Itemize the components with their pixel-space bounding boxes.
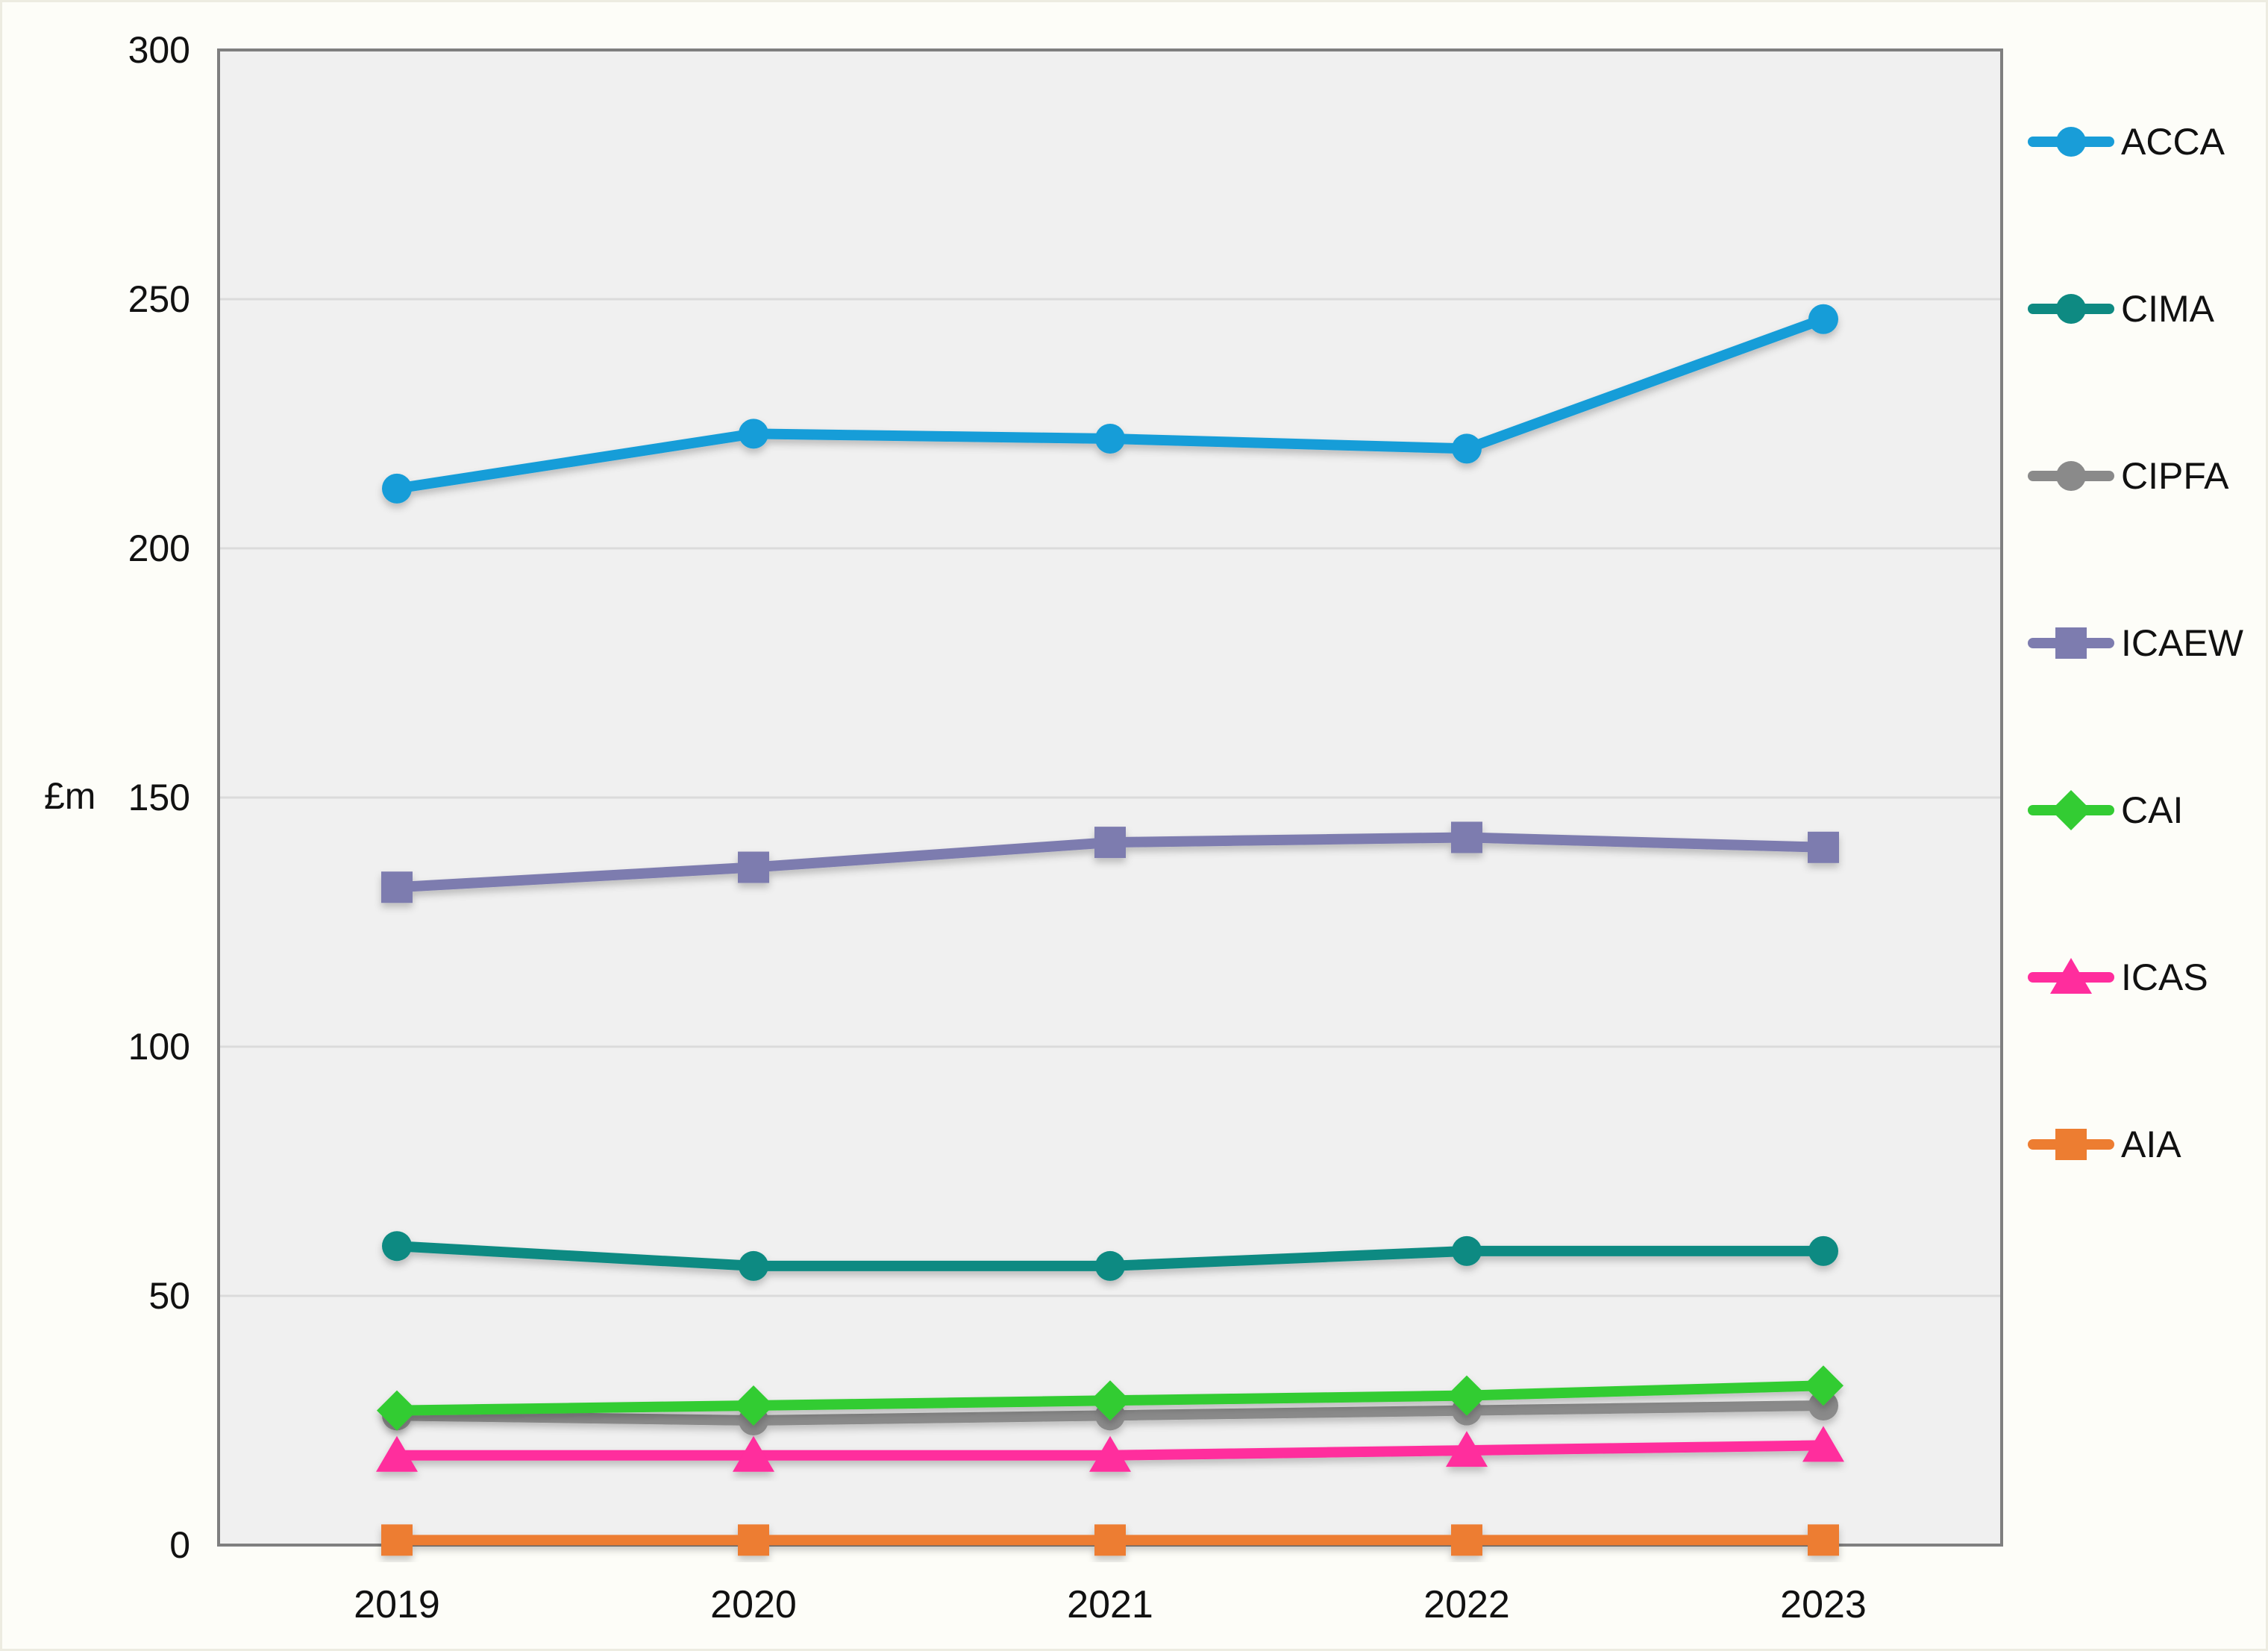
legend-marker-acca (2056, 127, 2086, 157)
series-acca (382, 304, 1838, 504)
marker-aia-2021 (1094, 1524, 1126, 1556)
marker-cima-2023 (1808, 1235, 1838, 1266)
marker-icaew-2021 (1094, 827, 1126, 859)
marker-icas-2020 (733, 1435, 774, 1472)
series-icas (376, 1426, 1844, 1472)
marker-acca-2023 (1808, 304, 1838, 334)
x-tick-label-2021: 2021 (1067, 1583, 1153, 1626)
series-aia (381, 1524, 1839, 1556)
legend-marker-cima (2056, 294, 2086, 324)
marker-aia-2019 (381, 1524, 413, 1556)
marker-cai-2019 (377, 1390, 417, 1431)
legend-label-cipfa: CIPFA (2121, 455, 2229, 497)
marker-acca-2022 (1452, 433, 1482, 464)
legend-label-cima: CIMA (2121, 288, 2215, 330)
marker-icas-2022 (1446, 1431, 1488, 1467)
legend-marker-icaew (2055, 627, 2087, 659)
y-tick-label-100: 100 (128, 1026, 190, 1068)
legend-item-icas: ICAS (2028, 956, 2208, 998)
marker-icas-2019 (376, 1435, 418, 1472)
marker-acca-2019 (382, 473, 412, 504)
legend-item-cipfa: CIPFA (2028, 455, 2229, 497)
y-tick-label-150: 150 (128, 777, 190, 818)
x-tick-label-2019: 2019 (354, 1583, 440, 1626)
legend-marker-cipfa (2056, 461, 2086, 491)
marker-aia-2023 (1808, 1524, 1839, 1556)
legend-item-cai: CAI (2028, 789, 2183, 831)
legend-label-cai: CAI (2121, 789, 2183, 831)
marker-icas-2023 (1802, 1426, 1844, 1462)
marker-cima-2020 (739, 1250, 768, 1281)
marker-acca-2020 (739, 419, 768, 449)
marker-icaew-2019 (381, 871, 413, 903)
legend-label-icas: ICAS (2121, 956, 2208, 998)
marker-cima-2022 (1452, 1235, 1482, 1266)
legend-item-cima: CIMA (2028, 288, 2215, 330)
legend-marker-cai (2051, 790, 2091, 830)
marker-cai-2020 (733, 1385, 774, 1426)
x-tick-label-2023: 2023 (1780, 1583, 1867, 1626)
y-tick-label-0: 0 (169, 1524, 190, 1566)
series-cima (382, 1231, 1838, 1281)
legend-marker-icas (2050, 958, 2092, 994)
legend: ACCA CIMA CIPFA ICAEW CAI ICAS AIA (2028, 121, 2244, 1165)
y-axis-title: £m (44, 775, 96, 817)
legend-label-acca: ACCA (2121, 121, 2225, 163)
y-tick-label-50: 50 (148, 1275, 190, 1317)
legend-item-aia: AIA (2028, 1124, 2181, 1165)
legend-marker-aia (2055, 1129, 2087, 1160)
legend-label-aia: AIA (2121, 1124, 2181, 1165)
series-icaew (381, 821, 1839, 903)
marker-aia-2020 (738, 1524, 769, 1556)
marker-icaew-2022 (1451, 821, 1482, 853)
marker-cima-2021 (1095, 1250, 1125, 1281)
marker-cai-2023 (1803, 1365, 1843, 1406)
series-cai (377, 1365, 1843, 1431)
legend-item-acca: ACCA (2028, 121, 2225, 163)
marker-icaew-2023 (1808, 831, 1839, 863)
marker-icaew-2020 (738, 851, 769, 883)
legend-item-icaew: ICAEW (2028, 622, 2244, 664)
y-tick-label-200: 200 (128, 527, 190, 569)
y-tick-label-250: 250 (128, 278, 190, 320)
legend-label-icaew: ICAEW (2121, 622, 2244, 664)
x-tick-label-2022: 2022 (1423, 1583, 1510, 1626)
marker-aia-2022 (1451, 1524, 1482, 1556)
x-tick-label-2020: 2020 (710, 1583, 797, 1626)
marker-acca-2021 (1095, 424, 1125, 454)
marker-cima-2019 (382, 1231, 412, 1262)
marker-cai-2021 (1090, 1380, 1130, 1421)
marker-cai-2022 (1447, 1375, 1487, 1416)
marker-icas-2021 (1089, 1435, 1131, 1472)
y-tick-label-300: 300 (128, 29, 190, 71)
